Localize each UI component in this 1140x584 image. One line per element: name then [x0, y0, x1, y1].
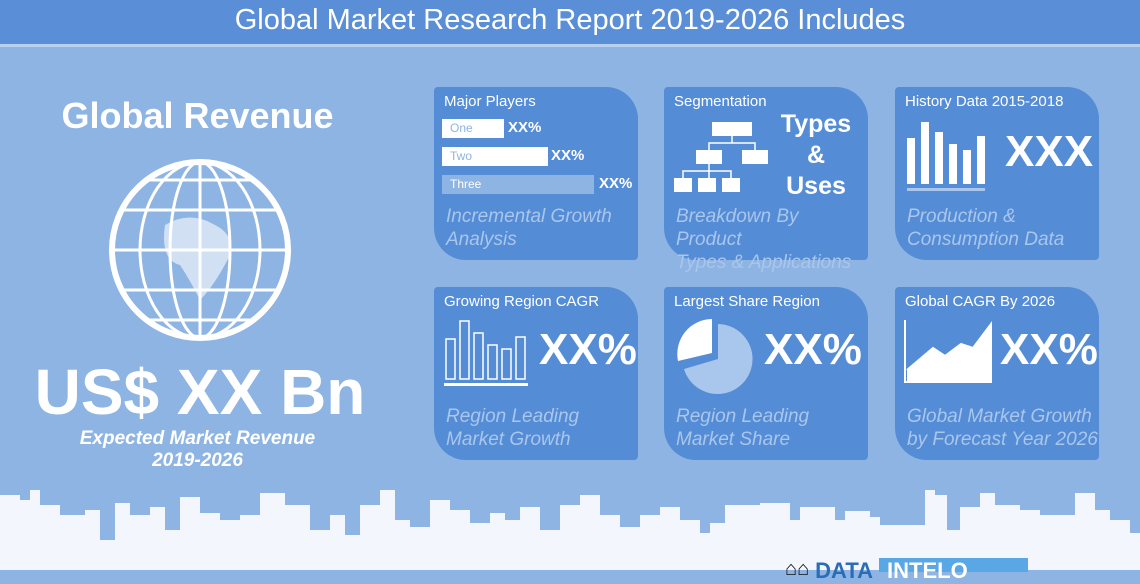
bar-outline-icon [444, 320, 528, 386]
area-chart-icon [904, 320, 992, 383]
card-subtitle: Global Market Growth by Forecast Year 202… [907, 405, 1098, 451]
sub-line: Analysis [446, 229, 517, 250]
player-bar-three: Three [442, 175, 594, 194]
big-line: Types [780, 110, 852, 138]
header-title: Global Market Research Report 2019-2026 … [0, 0, 1140, 47]
sub-line: Region Leading [676, 406, 810, 427]
big-line: Uses [786, 172, 846, 200]
card-largest-share: Largest Share Region XX% Region Leading M… [664, 287, 868, 460]
region-cagr-value: XX% [539, 325, 637, 374]
share-value: XX% [764, 325, 862, 374]
card-title: Largest Share Region [674, 293, 820, 310]
card-subtitle: Production & Consumption Data [907, 205, 1064, 251]
pie-chart-icon [677, 319, 753, 394]
sub-line: Global Market Growth [907, 406, 1092, 427]
player-bar-two: Two [442, 147, 548, 166]
card-subtitle: Region Leading Market Growth [446, 405, 579, 451]
sub-line: Consumption Data [907, 229, 1065, 250]
caption-line: Expected Market Revenue [79, 428, 316, 449]
global-revenue-title: Global Revenue [61, 95, 334, 136]
history-value: XXX [1005, 127, 1094, 176]
player-value: XX% [551, 147, 585, 164]
caption-years: 2019-2026 [152, 450, 243, 471]
card-subtitle: Breakdown By Product Types & Applications [676, 205, 868, 274]
city-skyline-illustration [0, 490, 1140, 570]
card-history: History Data 2015-2018 XXX Production & C… [895, 87, 1099, 260]
globe-icon [109, 159, 291, 341]
card-title: Major Players [444, 93, 536, 110]
sub-line: Incremental Growth [446, 206, 612, 227]
bar-chart-icon [907, 122, 985, 191]
sub-line: Types & Applications [676, 252, 852, 273]
sub-line: Market Growth [446, 429, 571, 450]
types-uses-label: Types & Uses [776, 109, 856, 202]
player-value: XX% [508, 119, 542, 136]
card-major-players: Major Players One XX% Two XX% Three XX% … [434, 87, 638, 260]
card-segmentation: Segmentation Types & Uses Breakdown By Pro… [664, 87, 868, 273]
big-line: & [806, 141, 826, 169]
card-global-cagr: Global CAGR By 2026 XX% Global Market Gr… [895, 287, 1099, 460]
card-title: Growing Region CAGR [444, 293, 600, 310]
global-cagr-value: XX% [1000, 325, 1098, 374]
card-title: History Data 2015-2018 [905, 93, 1064, 110]
sub-line: Region Leading [446, 406, 580, 427]
player-value: XX% [599, 175, 633, 192]
card-growing-region: Growing Region CAGR XX% Region Leading Ma… [434, 287, 638, 460]
sub-line: by Forecast Year 2026 [907, 429, 1098, 450]
sub-line: Production & [907, 206, 1016, 227]
card-title: Segmentation [674, 93, 767, 110]
revenue-caption: Expected Market Revenue 2019-2026 [0, 428, 395, 472]
player-bar-one: One [442, 119, 504, 138]
sub-line: Breakdown By Product [676, 206, 799, 250]
card-subtitle: Incremental Growth Analysis [446, 205, 612, 251]
sub-line: Market Share [676, 429, 791, 450]
card-subtitle: Region Leading Market Share [676, 405, 809, 451]
hierarchy-icon [674, 122, 768, 192]
card-title: Global CAGR By 2026 [905, 293, 1056, 310]
revenue-value: US$ XX Bn [34, 356, 366, 428]
